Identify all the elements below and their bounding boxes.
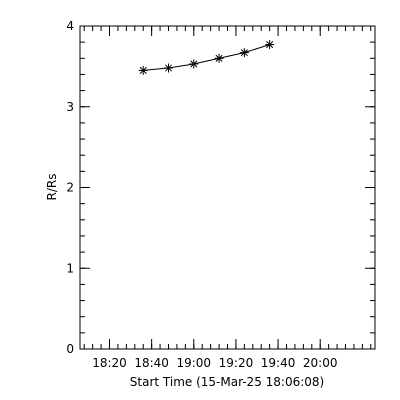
x-tick-label: 18:40 <box>134 356 169 370</box>
data-point <box>265 40 275 50</box>
y-axis-label: R/Rs <box>45 174 59 201</box>
x-tick-labels: 18:20 18:40 19:00 19:20 19:40 20:00 <box>92 356 337 370</box>
data-point <box>138 65 148 75</box>
x-tick-label: 20:00 <box>303 356 338 370</box>
y-tick-label: 1 <box>66 261 74 275</box>
x-tick-label: 18:20 <box>92 356 127 370</box>
data-point <box>214 53 224 63</box>
y-tick-labels: 0 1 2 3 4 <box>66 19 74 356</box>
series-line <box>143 44 270 71</box>
y-tick-label: 2 <box>66 181 74 195</box>
x-tick-label: 19:00 <box>176 356 211 370</box>
data-markers <box>138 40 275 75</box>
plot-frame <box>79 25 376 350</box>
x-axis-label: Start Time (15-Mar-25 18:06:08) <box>130 375 324 389</box>
data-point <box>164 63 173 73</box>
x-tick-label: 19:20 <box>219 356 254 370</box>
data-point <box>189 59 199 69</box>
data-point <box>239 48 249 58</box>
axis-ticks <box>80 25 375 350</box>
y-tick-label: 3 <box>66 100 74 114</box>
y-tick-label: 4 <box>66 19 74 33</box>
y-tick-label: 0 <box>66 342 74 356</box>
x-tick-label: 19:40 <box>261 356 296 370</box>
